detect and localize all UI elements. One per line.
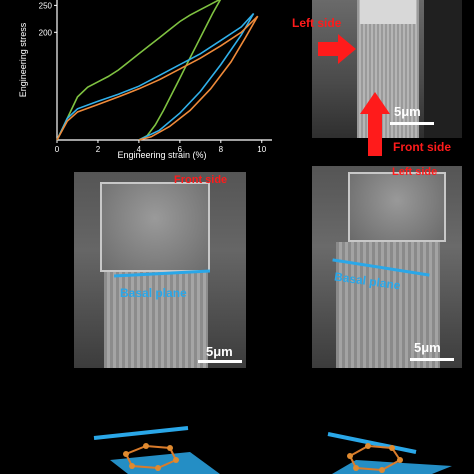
series-line-0: [56, 0, 221, 141]
series-line-3: [138, 13, 255, 141]
scale-bar: [198, 360, 242, 363]
crystal-schematic-right: [327, 432, 452, 474]
chart-series-layer: [56, 0, 259, 141]
front-side-label-mid: Front side: [174, 174, 228, 186]
x-tick-label: 2: [96, 145, 101, 154]
arrow-right-icon: [318, 34, 356, 64]
scale-bar: [390, 122, 434, 125]
lattice-plane: [332, 460, 452, 474]
y-tick-label: 250: [39, 1, 53, 10]
sem-image-mid-left: Basal plane 5μm: [74, 172, 246, 368]
x-tick-label: 0: [55, 145, 60, 154]
series-line-2: [56, 12, 255, 141]
chart-axes: [56, 0, 272, 141]
y-tick-label: 200: [39, 28, 53, 37]
basal-plane-line: [327, 432, 417, 454]
lattice-plane: [110, 452, 220, 474]
x-axis-label: Engineering strain (%): [117, 150, 206, 160]
atom-markers: [123, 443, 179, 471]
scale-bar-label: 5μm: [206, 344, 233, 359]
trench-right: [424, 0, 462, 138]
pillar-mid-left-top: [100, 182, 210, 272]
crystal-schematic-left: [93, 426, 220, 474]
x-tick-label: 4: [137, 145, 142, 154]
scale-bar: [410, 358, 454, 361]
chart-tick-layer: 0 2 4 6 8 10 250 200: [39, 1, 267, 154]
y-axis-label: Engineering stress: [18, 22, 28, 97]
pillar-mid-left-body: [104, 272, 208, 368]
series-line-4: [56, 15, 259, 141]
basal-plane-line: [93, 426, 189, 440]
atom-markers: [347, 443, 403, 473]
pillar-top-right-cap: [360, 0, 416, 24]
sem-image-top-right: 5μm: [312, 0, 462, 138]
series-line-5: [138, 15, 259, 141]
series-line-1: [138, 0, 222, 141]
basal-plane-label: Basal plane: [120, 286, 187, 300]
x-tick-label: 6: [178, 145, 183, 154]
pillar-mid-right-top: [348, 172, 446, 242]
scale-bar-label: 5μm: [394, 104, 421, 119]
stress-strain-chart: 0 2 4 6 8 10 250 200 Engineering strain (%) Eng…: [18, 0, 272, 160]
sem-image-mid-right: Basal plane 5μm: [312, 166, 462, 368]
scale-bar-label: 5μm: [414, 340, 441, 355]
arrow-up-icon: [360, 92, 390, 156]
left-side-label-mid: Left side: [392, 166, 438, 178]
x-tick-label: 8: [219, 145, 224, 154]
x-tick-label: 10: [257, 145, 266, 154]
left-side-label: Left side: [292, 16, 342, 30]
front-side-label-top: Front side: [393, 140, 452, 154]
